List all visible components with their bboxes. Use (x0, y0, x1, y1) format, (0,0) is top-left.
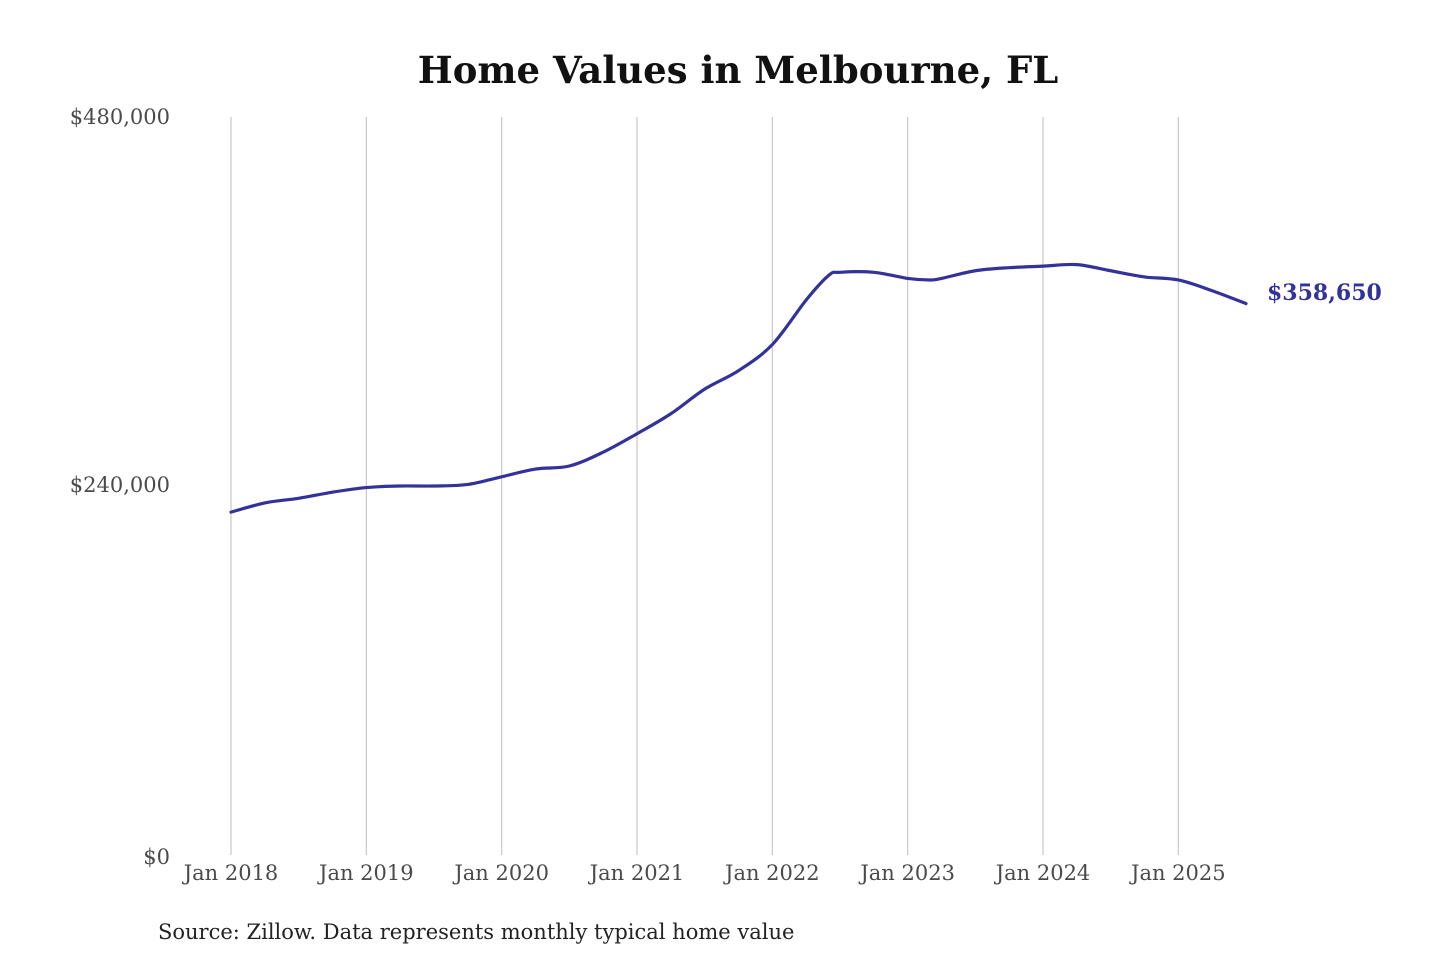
source-note: Source: Zillow. Data represents monthly … (158, 920, 794, 944)
y-tick-label-240000: $240,000 (70, 473, 170, 497)
x-tick-label-2019: Jan 2019 (317, 861, 414, 885)
x-tick-label-2021: Jan 2021 (588, 861, 685, 885)
vertical-gridlines (230, 117, 1179, 855)
x-tick-label-2018: Jan 2018 (182, 861, 279, 885)
x-axis-tick-labels: Jan 2018 Jan 2019 Jan 2020 Jan 2021 Jan 2022… (182, 861, 1226, 885)
x-tick-label-2022: Jan 2022 (723, 861, 820, 885)
x-tick-label-2023: Jan 2023 (858, 861, 955, 885)
y-tick-label-0: $0 (143, 845, 170, 869)
end-value-label: $358,650 (1267, 280, 1382, 306)
chart-title: Home Values in Melbourne, FL (418, 48, 1059, 92)
x-tick-label-2020: Jan 2020 (452, 861, 549, 885)
y-tick-label-480000: $480,000 (70, 105, 170, 129)
series-line-home-value (229, 262, 1248, 514)
x-tick-label-2024: Jan 2024 (994, 861, 1091, 885)
x-tick-label-2025: Jan 2025 (1129, 861, 1226, 885)
